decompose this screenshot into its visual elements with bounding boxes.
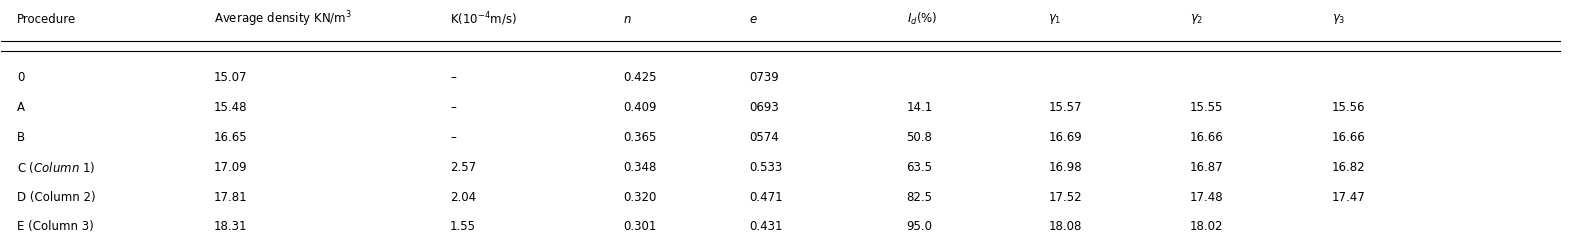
Text: 0.471: 0.471 (749, 190, 782, 204)
Text: 18.08: 18.08 (1049, 220, 1082, 234)
Text: 0.348: 0.348 (623, 161, 656, 174)
Text: 0.431: 0.431 (749, 220, 782, 234)
Text: $e$: $e$ (749, 13, 759, 26)
Text: 14.1: 14.1 (907, 101, 934, 114)
Text: 16.82: 16.82 (1331, 161, 1366, 174)
Text: 17.48: 17.48 (1191, 190, 1224, 204)
Text: C ($\mathit{Column\ 1}$): C ($\mathit{Column\ 1}$) (17, 160, 96, 175)
Text: 63.5: 63.5 (907, 161, 932, 174)
Text: 16.66: 16.66 (1191, 131, 1224, 144)
Text: Procedure: Procedure (17, 13, 76, 26)
Text: B: B (17, 131, 25, 144)
Text: 0.365: 0.365 (623, 131, 656, 144)
Text: Average density KN/m$^3$: Average density KN/m$^3$ (214, 9, 352, 29)
Text: 0.425: 0.425 (623, 71, 656, 84)
Text: 17.52: 17.52 (1049, 190, 1082, 204)
Text: 17.09: 17.09 (214, 161, 248, 174)
Text: 1.55: 1.55 (449, 220, 476, 234)
Text: 18.31: 18.31 (214, 220, 248, 234)
Text: 18.02: 18.02 (1191, 220, 1224, 234)
Text: 17.81: 17.81 (214, 190, 248, 204)
Text: 16.98: 16.98 (1049, 161, 1082, 174)
Text: K(10$^{-4}$m/s): K(10$^{-4}$m/s) (449, 10, 517, 28)
Text: 0.409: 0.409 (623, 101, 656, 114)
Text: 0: 0 (17, 71, 25, 84)
Text: 50.8: 50.8 (907, 131, 932, 144)
Text: 82.5: 82.5 (907, 190, 932, 204)
Text: $n$: $n$ (623, 13, 632, 26)
Text: 0.301: 0.301 (623, 220, 656, 234)
Text: 95.0: 95.0 (907, 220, 932, 234)
Text: –: – (449, 131, 456, 144)
Text: 0574: 0574 (749, 131, 779, 144)
Text: 15.55: 15.55 (1191, 101, 1224, 114)
Text: E (Column 3): E (Column 3) (17, 220, 95, 234)
Text: 16.69: 16.69 (1049, 131, 1082, 144)
Text: $\gamma_1$: $\gamma_1$ (1049, 12, 1061, 26)
Text: –: – (449, 101, 456, 114)
Text: 15.48: 15.48 (214, 101, 248, 114)
Text: $I_d$(%): $I_d$(%) (907, 11, 937, 27)
Text: 16.87: 16.87 (1191, 161, 1224, 174)
Text: 15.56: 15.56 (1331, 101, 1366, 114)
Text: –: – (449, 71, 456, 84)
Text: 15.07: 15.07 (214, 71, 248, 84)
Text: 16.65: 16.65 (214, 131, 248, 144)
Text: 0693: 0693 (749, 101, 779, 114)
Text: 0739: 0739 (749, 71, 779, 84)
Text: 0.533: 0.533 (749, 161, 782, 174)
Text: $\gamma_2$: $\gamma_2$ (1191, 12, 1203, 26)
Text: 17.47: 17.47 (1331, 190, 1366, 204)
Text: D (Column 2): D (Column 2) (17, 190, 96, 204)
Text: 2.57: 2.57 (449, 161, 476, 174)
Text: 0.320: 0.320 (623, 190, 656, 204)
Text: A: A (17, 101, 25, 114)
Text: 2.04: 2.04 (449, 190, 476, 204)
Text: 15.57: 15.57 (1049, 101, 1082, 114)
Text: 16.66: 16.66 (1331, 131, 1366, 144)
Text: $\gamma_3$: $\gamma_3$ (1331, 12, 1345, 26)
